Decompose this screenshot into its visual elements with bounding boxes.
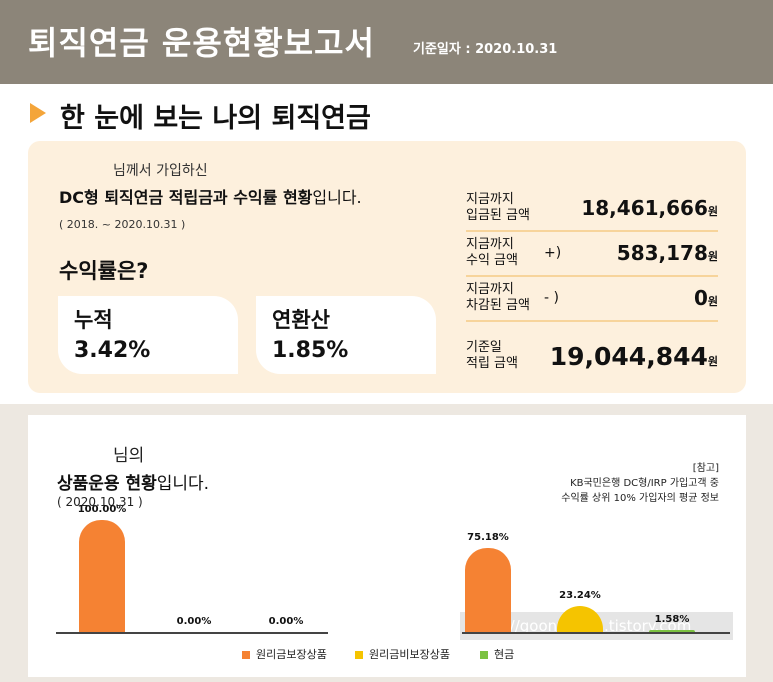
legend-item: 원리금비보장상품 — [355, 646, 450, 662]
chart-data-label: 75.18% — [467, 532, 509, 543]
amount: 19,044,844 — [549, 342, 708, 371]
chart-data-label: 0.00% — [176, 616, 212, 627]
products-title-rest: 입니다. — [156, 474, 210, 494]
card-value: 3.42% — [74, 338, 151, 363]
row-label: 지금까지 입금된 금액 — [466, 192, 530, 224]
card-label: 연환산 — [272, 308, 330, 332]
annualized-rate-card: 연환산 1.85% — [256, 296, 436, 374]
unit: 원 — [707, 295, 718, 308]
chart-data-label: 100.00% — [77, 504, 127, 515]
unit: 원 — [707, 355, 718, 368]
row-value: 18,461,666원 — [581, 196, 718, 220]
report-header: 퇴직연금 운용현황보고서 기준일자 : 2020.10.31 — [0, 0, 773, 84]
report-date: 기준일자 : 2020.10.31 — [413, 42, 558, 57]
chart-bar — [649, 630, 695, 632]
balance-row: 기준일 적립 금액 19,044,844원 — [466, 338, 718, 378]
products-title-bold: 상품운용 현황 — [57, 474, 157, 494]
deduction-row: 지금까지 차감된 금액 - ) 0원 — [466, 280, 718, 322]
row-value: 583,178원 — [617, 241, 718, 265]
section-title: 한 눈에 보는 나의 퇴직연금 — [60, 103, 371, 134]
reference-line: [참고] — [692, 463, 719, 474]
row-sign: +) — [544, 245, 562, 261]
reference-line: 수익률 상위 10% 가입자의 평균 정보 — [561, 493, 719, 504]
legend-item: 원리금보장상품 — [242, 646, 327, 662]
chart-axis — [462, 632, 730, 634]
reference-line: KB국민은행 DC형/IRP 가입고객 중 — [570, 478, 719, 489]
card-label: 누적 — [74, 308, 113, 332]
chart-data-label: 23.24% — [559, 590, 601, 601]
row-label-line: 수익 금액 — [466, 253, 518, 268]
unit: 원 — [707, 205, 718, 218]
legend-label: 원리금보장상품 — [256, 648, 327, 661]
rate-question: 수익률은? — [59, 259, 149, 283]
unit: 원 — [707, 250, 718, 263]
summary-period: ( 2018. ~ 2020.10.31 ) — [59, 218, 186, 231]
row-value: 0원 — [694, 286, 718, 310]
row-label: 기준일 적립 금액 — [466, 340, 518, 372]
products-subtitle: 님의 — [113, 446, 145, 466]
summary-title-bold: DC형 퇴직연금 적립금과 수익률 현황 — [59, 188, 313, 207]
row-label-line: 지금까지 — [466, 282, 514, 297]
legend-label: 현금 — [494, 648, 515, 661]
row-label: 지금까지 수익 금액 — [466, 237, 518, 269]
products-date: ( 2020.10.31 ) — [57, 495, 143, 509]
chart-axis — [56, 632, 328, 634]
chart-data-label: 1.58% — [654, 614, 690, 625]
row-label-line: 기준일 — [466, 340, 502, 355]
products-title: 상품운용 현황입니다. — [57, 469, 209, 494]
amount: 583,178 — [616, 241, 708, 265]
legend-swatch — [355, 651, 363, 659]
deposit-row: 지금까지 입금된 금액 18,461,666원 — [466, 190, 718, 232]
cumulative-rate-card: 누적 3.42% — [58, 296, 238, 374]
card-value: 1.85% — [272, 338, 349, 363]
amount: 0 — [693, 286, 708, 310]
reference-note: [참고] KB국민은행 DC형/IRP 가입고객 중 수익률 상위 10% 가입… — [561, 461, 719, 506]
row-value: 19,044,844원 — [550, 342, 718, 371]
chart-data-label: 0.00% — [268, 616, 304, 627]
row-sign: - ) — [544, 290, 559, 306]
row-label-line: 지금까지 — [466, 192, 514, 207]
profit-row: 지금까지 수익 금액 +) 583,178원 — [466, 235, 718, 277]
legend-item: 현금 — [480, 646, 514, 662]
row-label-line: 차감된 금액 — [466, 298, 530, 313]
row-label: 지금까지 차감된 금액 — [466, 282, 530, 314]
row-label-line: 적립 금액 — [466, 356, 518, 371]
chart-bar — [465, 548, 511, 632]
amount: 18,461,666 — [581, 196, 708, 220]
summary-subtitle: 님께서 가입하신 — [113, 163, 208, 179]
legend-swatch — [242, 651, 250, 659]
row-label-line: 지금까지 — [466, 237, 514, 252]
row-label-line: 입금된 금액 — [466, 208, 530, 223]
legend-swatch — [480, 651, 488, 659]
chart-bar — [79, 520, 125, 632]
summary-title: DC형 퇴직연금 적립금과 수익률 현황입니다. — [59, 184, 362, 208]
page-title: 퇴직연금 운용현황보고서 — [28, 24, 375, 62]
summary-title-rest: 입니다. — [312, 188, 362, 207]
triangle-arrow-icon — [30, 103, 46, 123]
legend-label: 원리금비보장상품 — [369, 648, 450, 661]
